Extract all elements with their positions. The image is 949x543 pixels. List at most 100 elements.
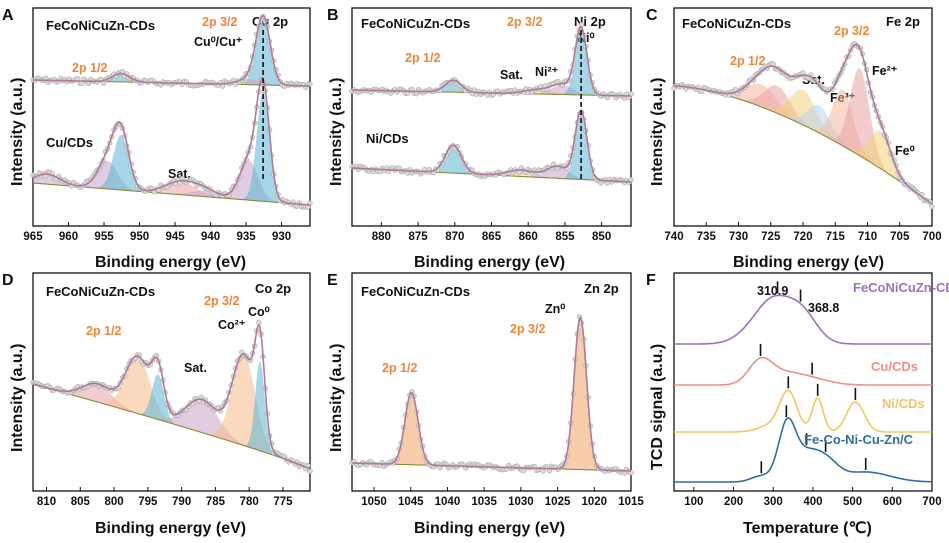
- panel-f-frame: [673, 272, 933, 492]
- panel-b-x-ticks: 880 875 870 865 860 855 850: [372, 222, 611, 243]
- x-tick-label: 730: [729, 231, 748, 243]
- panel-b-y-label: Intensity (a.u.): [328, 78, 345, 186]
- panel-c-sample-top: FeCoNiCuZn-CDs: [682, 16, 791, 31]
- panel-c: C FeCoNiCuZn-CDs Fe 2p 2p 3/2 2p 1/2 Sat…: [646, 7, 942, 271]
- fit-peak-720: [674, 86, 932, 204]
- fit-peak-934.6: [33, 160, 310, 205]
- x-tick-label: 705: [890, 231, 910, 243]
- fit-peak-1044.9: [352, 392, 631, 471]
- panel-f-legend: FeCoNiCuZn-CDs Cu/CDs Ni/CDs Fe-Co-Ni-Cu-Zn…: [804, 280, 949, 447]
- panel-a-sample-bottom: Cu/CDs: [46, 135, 93, 150]
- x-tick-label: 700: [922, 496, 941, 508]
- panel-a-label-sat: Sat.: [168, 167, 191, 181]
- x-tick-label: 930: [272, 231, 291, 243]
- x-tick-label: 400: [803, 496, 822, 508]
- panel-e-frame: [351, 272, 632, 492]
- panel-e-label-2p32: 2p 3/2: [510, 322, 545, 336]
- panel-a-label-2p12: 2p 1/2: [72, 61, 107, 75]
- fit-peak-855.4: [352, 84, 631, 96]
- panel-b-label-sat: Sat.: [500, 68, 523, 82]
- panel-b-label-ni2: Ni²⁺: [535, 65, 559, 79]
- panel-c-x-label: Binding energy (eV): [733, 254, 884, 271]
- panel-b-spectra: [349, 22, 634, 186]
- x-tick-label: 740: [664, 231, 683, 243]
- panel-d-label-2p12: 2p 1/2: [86, 324, 121, 338]
- fit-peak-711.2: [674, 68, 932, 204]
- x-tick-label: 300: [764, 496, 783, 508]
- x-tick-label: 870: [445, 231, 464, 243]
- panel-e-label-zn0: Zn⁰: [545, 302, 566, 316]
- x-tick-label: 1025: [545, 496, 571, 508]
- x-tick-label: 785: [206, 496, 226, 508]
- panel-c-x-ticks: 740 735 730 725 720 715 710 705 700: [664, 222, 942, 243]
- x-tick-label: 600: [883, 496, 902, 508]
- x-tick-label: 720: [793, 231, 812, 243]
- fit-peak-954.5: [33, 160, 310, 205]
- panel-d-letter: D: [2, 272, 14, 289]
- panel-f-peak-label-1: 310.9: [757, 284, 788, 298]
- legend-entry-3: Fe-Co-Ni-Cu-Zn/C: [804, 432, 914, 447]
- x-tick-label: 775: [273, 496, 293, 508]
- x-tick-label: 855: [555, 231, 575, 243]
- panel-d-y-label: Intensity (a.u.): [9, 344, 26, 452]
- x-tick-label: 200: [724, 496, 743, 508]
- x-tick-label: 780: [240, 496, 259, 508]
- panel-e-element: Zn 2p: [584, 281, 619, 296]
- panel-c-label-fe2: Fe²⁺: [872, 64, 898, 78]
- x-tick-label: 100: [684, 496, 703, 508]
- panel-e-x-label: Binding energy (eV): [414, 520, 565, 537]
- envelope-line: [352, 316, 631, 472]
- panel-a-sample-top: FeCoNiCuZn-CDs: [46, 18, 155, 33]
- panel-a: A FeCoNiCuZn-CDs Cu/CDs Cu 2p 2p 3/2 2p …: [2, 7, 313, 271]
- x-tick-label: 715: [826, 231, 846, 243]
- x-tick-label: 1040: [435, 496, 461, 508]
- panel-b-x-label: Binding energy (eV): [414, 254, 565, 271]
- envelope-line: [351, 109, 632, 183]
- fit-peak-944.2: [33, 181, 310, 205]
- panel-e-letter: E: [327, 272, 338, 289]
- panel-c-label-fe0: Fe⁰: [895, 144, 916, 158]
- panel-d-x-label: Binding energy (eV): [95, 520, 246, 537]
- x-tick-label: 850: [592, 231, 611, 243]
- panel-c-spectra: [671, 41, 935, 210]
- panel-e-spectra: [349, 314, 634, 476]
- x-tick-label: 805: [71, 496, 91, 508]
- panel-b-element: Ni 2p: [574, 14, 606, 29]
- data-point: [307, 468, 313, 474]
- x-tick-label: 1015: [618, 496, 644, 508]
- x-tick-label: 960: [59, 231, 78, 243]
- panel-a-frame: [32, 7, 311, 227]
- x-tick-label: 1020: [581, 496, 607, 508]
- panel-d-label-co0: Co⁰: [248, 305, 271, 319]
- panel-f-x-ticks: 100 200 300 400 500 600 700: [684, 487, 942, 508]
- panel-f: F 310.9 368.8 FeCoNiCuZn-CDs Cu/CDs Ni/CDs…: [646, 272, 949, 537]
- fit-peak-708: [674, 86, 932, 204]
- panel-a-y-label: Intensity (a.u.): [9, 78, 26, 186]
- tpr-curve-1: [674, 356, 932, 386]
- panel-a-x-ticks: 965 960 955 950 945 940 935 930: [23, 222, 291, 243]
- panel-d-label-co2: Co²⁺: [218, 318, 246, 332]
- fit-peak-780.8: [33, 355, 310, 469]
- tpr-curve-2: [674, 389, 932, 433]
- fit-peak-1021.9: [352, 317, 631, 471]
- tpr-curve-3: [674, 417, 932, 483]
- panel-b-label-2p12: 2p 1/2: [405, 51, 440, 65]
- panel-c-label-2p12: 2p 1/2: [730, 54, 765, 68]
- x-tick-label: 950: [130, 231, 149, 243]
- panel-f-peak-label-2: 368.8: [808, 301, 839, 315]
- legend-entry-0: FeCoNiCuZn-CDs: [853, 280, 949, 295]
- x-tick-label: 500: [843, 496, 862, 508]
- fit-peak-852.8: [352, 28, 631, 97]
- panel-d-x-ticks: 810 805 800 795 790 785 780 775: [37, 487, 293, 508]
- tpr-curve-0: [674, 294, 932, 345]
- envelope-line: [32, 323, 311, 470]
- fit-peak-952.6: [33, 135, 310, 205]
- x-tick-label: 1030: [508, 496, 534, 508]
- envelope-line: [674, 43, 933, 205]
- x-tick-label: 935: [236, 231, 256, 243]
- x-tick-label: 810: [37, 496, 56, 508]
- panel-d-spectra: [30, 319, 313, 474]
- x-tick-label: 800: [104, 496, 123, 508]
- panel-d-label-2p32: 2p 3/2: [204, 294, 239, 308]
